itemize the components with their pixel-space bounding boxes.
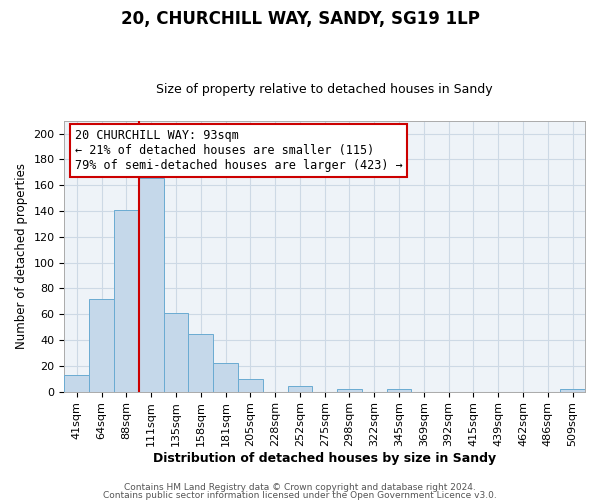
Bar — [89, 298, 114, 392]
Bar — [560, 389, 585, 392]
Bar — [114, 210, 139, 392]
Bar — [188, 334, 213, 392]
Bar — [287, 386, 313, 392]
Bar — [164, 313, 188, 392]
Bar — [238, 378, 263, 392]
Text: 20, CHURCHILL WAY, SANDY, SG19 1LP: 20, CHURCHILL WAY, SANDY, SG19 1LP — [121, 10, 479, 28]
Bar — [337, 389, 362, 392]
Bar — [139, 178, 164, 392]
Text: 20 CHURCHILL WAY: 93sqm
← 21% of detached houses are smaller (115)
79% of semi-d: 20 CHURCHILL WAY: 93sqm ← 21% of detache… — [75, 129, 403, 172]
Bar — [64, 375, 89, 392]
Y-axis label: Number of detached properties: Number of detached properties — [15, 163, 28, 349]
Bar — [386, 389, 412, 392]
X-axis label: Distribution of detached houses by size in Sandy: Distribution of detached houses by size … — [153, 452, 496, 465]
Title: Size of property relative to detached houses in Sandy: Size of property relative to detached ho… — [157, 83, 493, 96]
Text: Contains public sector information licensed under the Open Government Licence v3: Contains public sector information licen… — [103, 491, 497, 500]
Text: Contains HM Land Registry data © Crown copyright and database right 2024.: Contains HM Land Registry data © Crown c… — [124, 484, 476, 492]
Bar — [213, 363, 238, 392]
